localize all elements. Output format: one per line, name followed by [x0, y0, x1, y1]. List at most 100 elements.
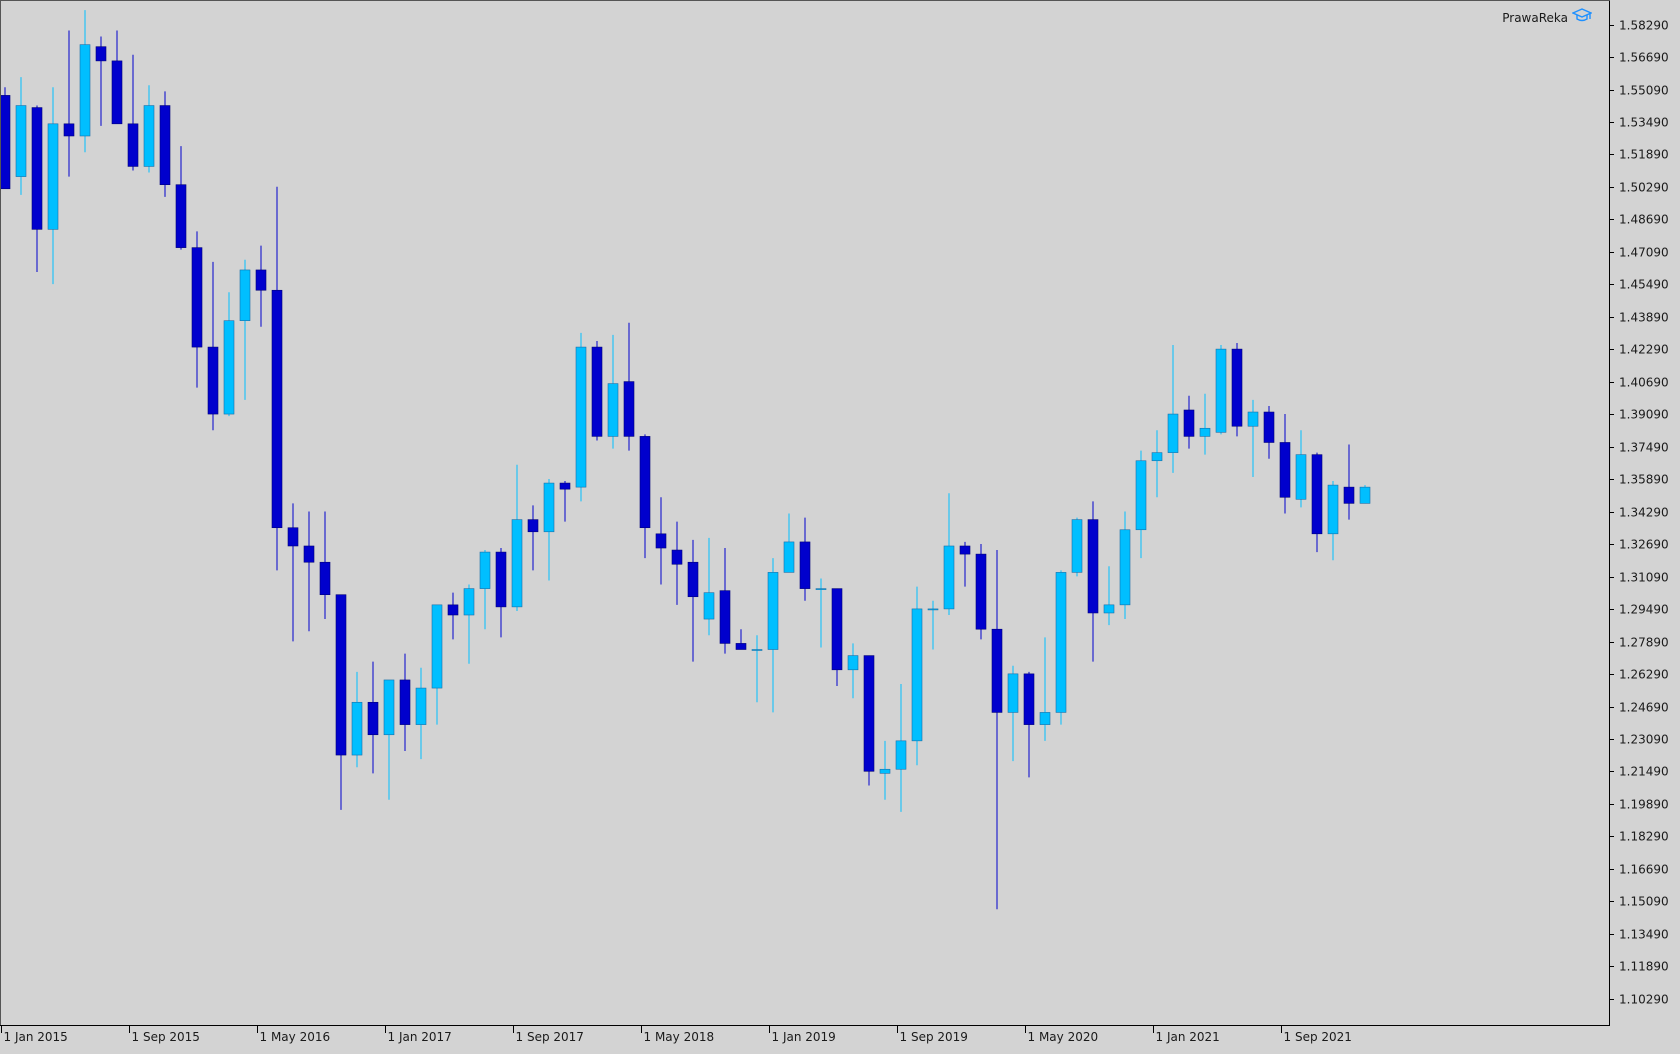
candle[interactable]: [927, 600, 939, 650]
candle[interactable]: [335, 594, 347, 810]
candle[interactable]: [1343, 444, 1355, 520]
price-tick-label: 1.51890: [1619, 148, 1669, 162]
candle[interactable]: [703, 537, 715, 636]
candle[interactable]: [47, 87, 59, 285]
candle[interactable]: [719, 548, 731, 654]
graduation-cap-icon: [1571, 8, 1593, 27]
candle[interactable]: [559, 481, 571, 522]
candle[interactable]: [575, 332, 587, 502]
candle[interactable]: [463, 584, 475, 664]
candle[interactable]: [911, 586, 923, 766]
candle[interactable]: [1103, 566, 1115, 626]
candle[interactable]: [1295, 430, 1307, 508]
candle[interactable]: [479, 550, 491, 630]
time-tick-label: 1 Sep 2017: [516, 1030, 584, 1044]
candle[interactable]: [399, 653, 411, 751]
brand-watermark: PrawaReka: [1502, 8, 1593, 27]
candle[interactable]: [367, 661, 379, 774]
candle[interactable]: [543, 479, 555, 581]
candle[interactable]: [175, 146, 187, 250]
candle[interactable]: [127, 54, 139, 171]
candle[interactable]: [1087, 501, 1099, 662]
candles-layer: [0, 10, 1371, 910]
candle-body: [399, 679, 411, 725]
candle[interactable]: [1327, 481, 1339, 561]
candle[interactable]: [271, 186, 283, 571]
candle[interactable]: [303, 511, 315, 632]
candle[interactable]: [959, 541, 971, 587]
candle[interactable]: [1119, 511, 1131, 620]
candle[interactable]: [239, 259, 251, 400]
candle[interactable]: [1215, 345, 1227, 435]
candle[interactable]: [687, 539, 699, 662]
candle[interactable]: [1311, 452, 1323, 553]
candle[interactable]: [79, 10, 91, 153]
candle[interactable]: [639, 434, 651, 559]
candle[interactable]: [0, 87, 11, 190]
candle[interactable]: [111, 30, 123, 125]
candle[interactable]: [191, 231, 203, 388]
candle[interactable]: [1135, 450, 1147, 559]
candle[interactable]: [255, 245, 267, 327]
candle[interactable]: [1055, 570, 1067, 725]
time-axis[interactable]: 1 Jan 2015 1 Sep 2015 1 May 2016 1 Jan 2017…: [1, 1025, 1352, 1044]
candle[interactable]: [495, 548, 507, 638]
candle[interactable]: [351, 671, 363, 768]
candle[interactable]: [63, 30, 75, 177]
candle[interactable]: [1247, 399, 1259, 477]
candle[interactable]: [319, 511, 331, 620]
candle[interactable]: [815, 578, 827, 648]
candle[interactable]: [159, 91, 171, 197]
candle[interactable]: [1071, 517, 1083, 577]
candle[interactable]: [863, 655, 875, 786]
candle[interactable]: [31, 105, 43, 272]
candle[interactable]: [1023, 671, 1035, 778]
candle[interactable]: [1167, 345, 1179, 473]
candle[interactable]: [847, 643, 859, 699]
candle[interactable]: [991, 550, 1003, 910]
candle[interactable]: [751, 635, 763, 703]
candle[interactable]: [415, 667, 427, 760]
candle[interactable]: [783, 513, 795, 573]
price-tick-label: 1.18290: [1619, 830, 1669, 844]
candle[interactable]: [511, 464, 523, 611]
candle[interactable]: [95, 36, 107, 126]
candle[interactable]: [943, 493, 955, 615]
candle[interactable]: [143, 85, 155, 173]
candle[interactable]: [975, 543, 987, 640]
candle[interactable]: [1183, 395, 1195, 449]
candle[interactable]: [591, 340, 603, 441]
candle-body: [623, 381, 635, 437]
candle[interactable]: [1039, 637, 1051, 741]
candle[interactable]: [447, 592, 459, 640]
candle[interactable]: [207, 261, 219, 431]
candle[interactable]: [879, 740, 891, 800]
candle[interactable]: [431, 604, 443, 725]
candle[interactable]: [767, 558, 779, 713]
candle[interactable]: [895, 684, 907, 812]
candle[interactable]: [607, 334, 619, 449]
candle[interactable]: [527, 505, 539, 571]
candle[interactable]: [15, 77, 27, 195]
candle[interactable]: [287, 503, 299, 642]
candle[interactable]: [1151, 430, 1163, 498]
candle[interactable]: [655, 497, 667, 585]
candle[interactable]: [1231, 343, 1243, 437]
candle[interactable]: [383, 679, 395, 800]
candle[interactable]: [735, 629, 747, 650]
candle[interactable]: [1263, 405, 1275, 459]
candle[interactable]: [671, 521, 683, 605]
candle[interactable]: [1279, 414, 1291, 514]
candle[interactable]: [831, 588, 843, 687]
candle[interactable]: [223, 292, 235, 417]
candle-body: [847, 655, 859, 671]
price-tick-label: 1.42290: [1619, 343, 1669, 357]
candle[interactable]: [1199, 393, 1211, 455]
time-tick-label: 1 Jan 2019: [772, 1030, 836, 1044]
candle[interactable]: [1007, 665, 1019, 762]
candle[interactable]: [623, 322, 635, 451]
candle[interactable]: [1359, 485, 1371, 504]
candle[interactable]: [799, 517, 811, 601]
